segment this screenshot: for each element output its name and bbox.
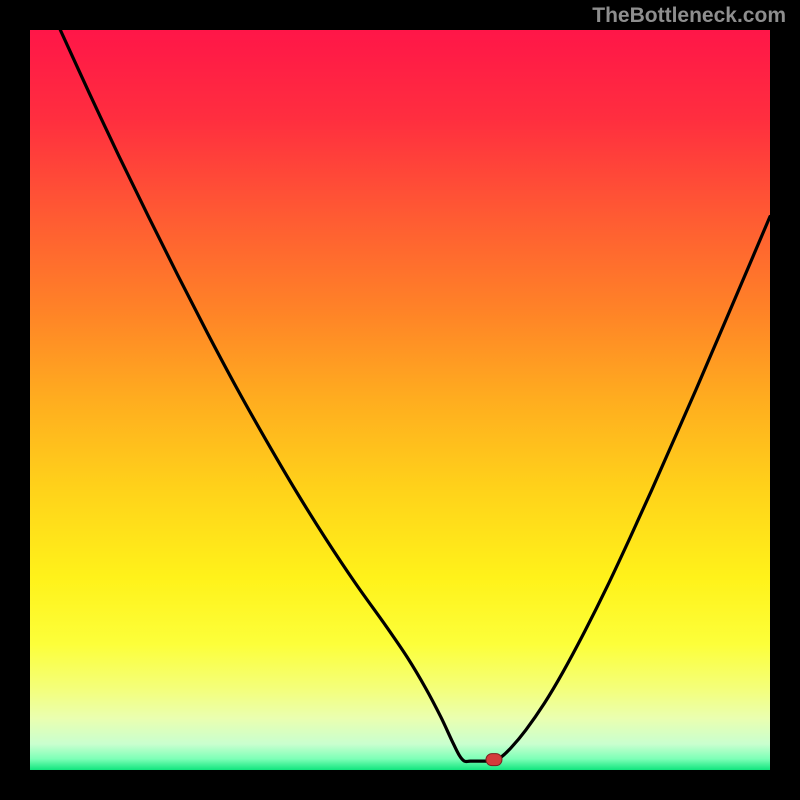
chart-container: TheBottleneck.com [0,0,800,800]
watermark-text: TheBottleneck.com [592,4,786,28]
curve-layer [0,0,800,800]
bottleneck-curve [60,30,770,762]
optimal-marker [486,754,502,766]
